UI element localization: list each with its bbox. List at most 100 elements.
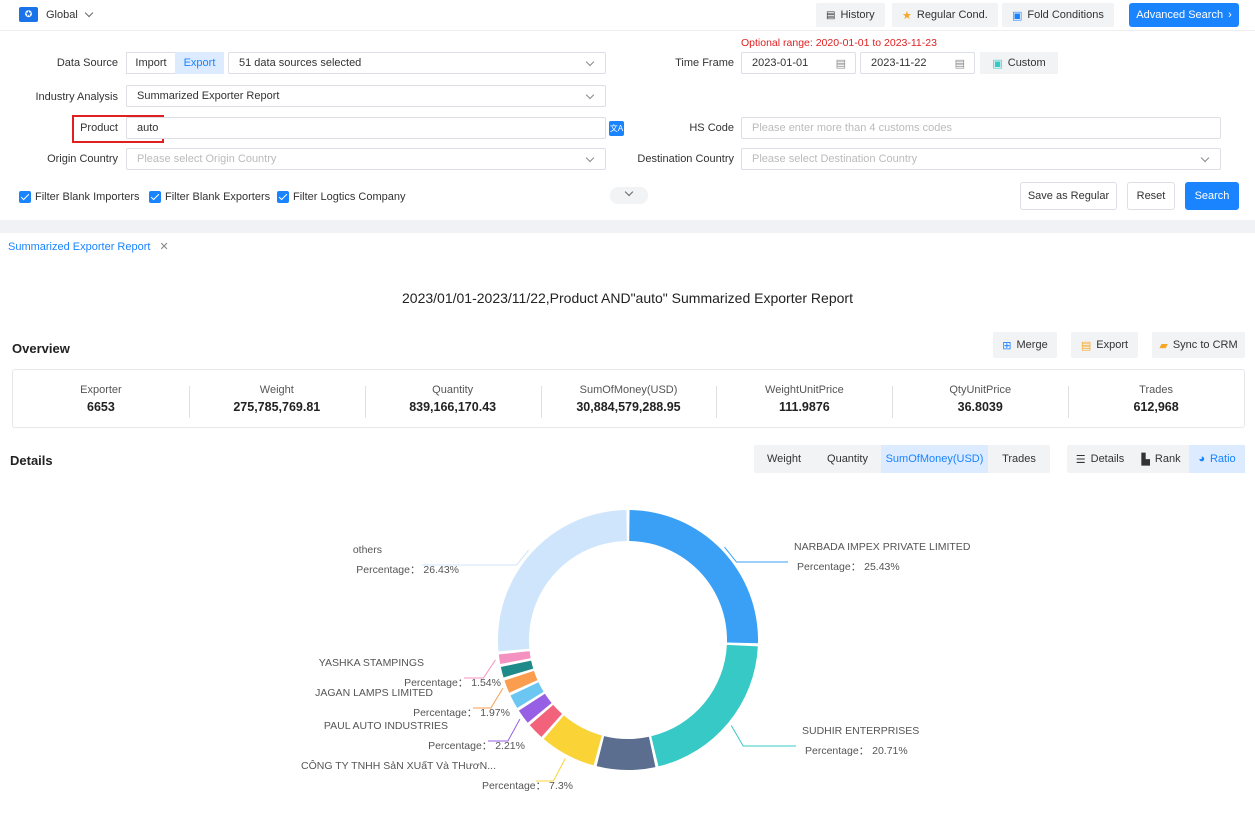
donut-slice[interactable] <box>651 644 758 767</box>
hs-code-label: HS Code <box>689 122 734 134</box>
tab-sum-of-money[interactable]: SumOfMoney(USD) <box>881 445 988 473</box>
tab-rank-view[interactable]: ▙ Rank <box>1141 453 1181 466</box>
export-button[interactable]: ▤ Export <box>1071 332 1138 358</box>
fold-conditions-button[interactable]: ▣ Fold Conditions <box>1002 3 1114 27</box>
label-leader-line <box>730 725 796 747</box>
search-button[interactable]: Search <box>1185 182 1239 210</box>
donut-slice[interactable] <box>518 693 552 723</box>
slice-name-label: SUDHIR ENTERPRISES <box>802 725 919 737</box>
advanced-search-button[interactable]: Advanced Search › <box>1129 3 1239 27</box>
chevron-down-icon <box>84 8 94 18</box>
date-from-input[interactable]: 2023-01-01 ▤ <box>741 52 856 74</box>
overview-stats: Exporter 6653 Weight 275,785,769.81 Quanti… <box>12 369 1245 428</box>
expand-toggle[interactable] <box>610 187 648 204</box>
tab-details-view[interactable]: ☰ Details <box>1075 453 1125 466</box>
label-leader-line <box>724 546 788 563</box>
chevron-down-icon <box>585 153 595 163</box>
calendar-icon: ▤ <box>835 57 846 70</box>
sync-icon: ▰ <box>1159 339 1168 352</box>
bar-chart-icon: ▙ <box>1141 453 1150 466</box>
export-toggle[interactable]: Export <box>175 52 224 74</box>
history-icon: ▤ <box>826 9 836 21</box>
custom-range-button[interactable]: ▣ Custom <box>980 52 1058 74</box>
slice-percentage-label: Percentage： 1.54% <box>404 677 501 689</box>
ratio-donut-chart: NARBADA IMPEX PRIVATE LIMITED Percentage：… <box>301 510 971 792</box>
label-leader-line <box>464 659 496 679</box>
donut-slice[interactable] <box>529 704 563 737</box>
slice-name-label: YASHKA STAMPINGS <box>319 657 424 669</box>
details-heading: Details <box>10 453 53 468</box>
history-button[interactable]: ▤ History <box>816 3 885 27</box>
label-leader-line <box>536 758 566 782</box>
translate-icon[interactable]: 文A <box>609 121 624 136</box>
fold-icon: ▣ <box>1012 9 1023 22</box>
custom-icon: ▣ <box>992 57 1003 70</box>
stat-weight: Weight 275,785,769.81 <box>188 384 365 418</box>
hs-code-input[interactable]: Please enter more than 4 customs codes <box>741 117 1221 139</box>
tab-summarized-exporter-report[interactable]: Summarized Exporter Report ✕ <box>8 240 169 254</box>
slice-percentage-label: Percentage： 7.3% <box>482 780 573 792</box>
merge-button[interactable]: ⊞ Merge <box>993 332 1057 358</box>
report-content: 2023/01/01-2023/11/22,Product AND"auto" … <box>0 259 1255 815</box>
filter-panel: Optional range: 2020-01-01 to 2023-11-23… <box>0 31 1255 220</box>
destination-country-select[interactable]: Please select Destination Country <box>741 148 1221 170</box>
close-icon[interactable]: ✕ <box>159 241 169 253</box>
sync-to-crm-button[interactable]: ▰ Sync to CRM <box>1152 332 1245 358</box>
chevron-down-icon <box>1200 153 1210 163</box>
donut-slice[interactable] <box>498 510 627 652</box>
industry-analysis-select[interactable]: Summarized Exporter Report <box>126 85 606 107</box>
slice-percentage-label: Percentage： 26.43% <box>356 564 459 576</box>
donut-slice[interactable] <box>500 660 534 678</box>
calendar-icon: ▤ <box>954 57 965 70</box>
stat-sum-of-money: SumOfMoney(USD) 30,884,579,288.95 <box>540 384 717 418</box>
list-icon: ☰ <box>1075 453 1086 466</box>
filter-blank-importers-checkbox[interactable]: Filter Blank Importers <box>19 191 140 203</box>
reset-button[interactable]: Reset <box>1127 182 1175 210</box>
donut-slice[interactable] <box>596 736 656 770</box>
origin-country-select[interactable]: Please select Origin Country <box>126 148 606 170</box>
destination-country-label: Destination Country <box>637 153 734 165</box>
star-icon: ★ <box>902 9 912 22</box>
globe-icon: ✪ <box>19 7 38 22</box>
merge-icon: ⊞ <box>1002 339 1012 352</box>
data-sources-select[interactable]: 51 data sources selected <box>228 52 606 74</box>
slice-name-label: PAUL AUTO INDUSTRIES <box>324 720 448 732</box>
view-tabs: ☰ Details ▙ Rank ◕ Ratio <box>1067 445 1245 473</box>
donut-slice[interactable] <box>629 510 758 644</box>
top-bar: ✪ Global ▤ History ★ Regular Cond. ▣ Fol… <box>0 0 1255 31</box>
donut-slice[interactable] <box>510 682 544 708</box>
slice-percentage-label: Percentage： 25.43% <box>797 561 900 573</box>
donut-slice[interactable] <box>504 670 538 693</box>
report-tab-strip: Summarized Exporter Report ✕ <box>0 233 1255 259</box>
global-scope-selector[interactable]: ✪ Global <box>19 7 94 22</box>
pie-chart-icon: ◕ <box>1198 453 1205 465</box>
chevron-down-icon <box>585 57 595 67</box>
checkbox-icon <box>19 191 31 203</box>
tab-quantity[interactable]: Quantity <box>827 453 868 465</box>
label-leader-line <box>473 687 504 709</box>
product-input[interactable]: auto <box>126 117 606 139</box>
product-label: Product <box>80 122 118 134</box>
slice-percentage-label: Percentage： 1.97% <box>413 707 510 719</box>
regular-cond-button[interactable]: ★ Regular Cond. <box>892 3 998 27</box>
data-source-label: Data Source <box>56 57 118 69</box>
slice-name-label: others <box>353 544 382 556</box>
date-to-input[interactable]: 2023-11-22 ▤ <box>860 52 975 74</box>
slice-percentage-label: Percentage： 2.21% <box>428 740 525 752</box>
scope-label: Global <box>46 8 78 21</box>
label-leader-line <box>422 549 530 566</box>
save-as-regular-button[interactable]: Save as Regular <box>1020 182 1117 210</box>
filter-logistics-checkbox[interactable]: Filter Logtics Company <box>277 191 406 203</box>
stat-trades: Trades 612,968 <box>1068 384 1244 418</box>
tab-weight[interactable]: Weight <box>766 453 802 465</box>
overview-heading: Overview <box>12 341 70 356</box>
tab-trades[interactable]: Trades <box>1002 453 1036 465</box>
stat-quantity: Quantity 839,166,170.43 <box>364 384 541 418</box>
export-icon: ▤ <box>1080 339 1092 352</box>
tab-ratio-view[interactable]: ◕ Ratio <box>1189 445 1245 473</box>
chevron-down-icon <box>624 187 634 197</box>
filter-blank-exporters-checkbox[interactable]: Filter Blank Exporters <box>149 191 270 203</box>
import-toggle[interactable]: Import <box>126 52 175 74</box>
donut-slice[interactable] <box>498 651 531 664</box>
donut-slice[interactable] <box>543 715 602 766</box>
